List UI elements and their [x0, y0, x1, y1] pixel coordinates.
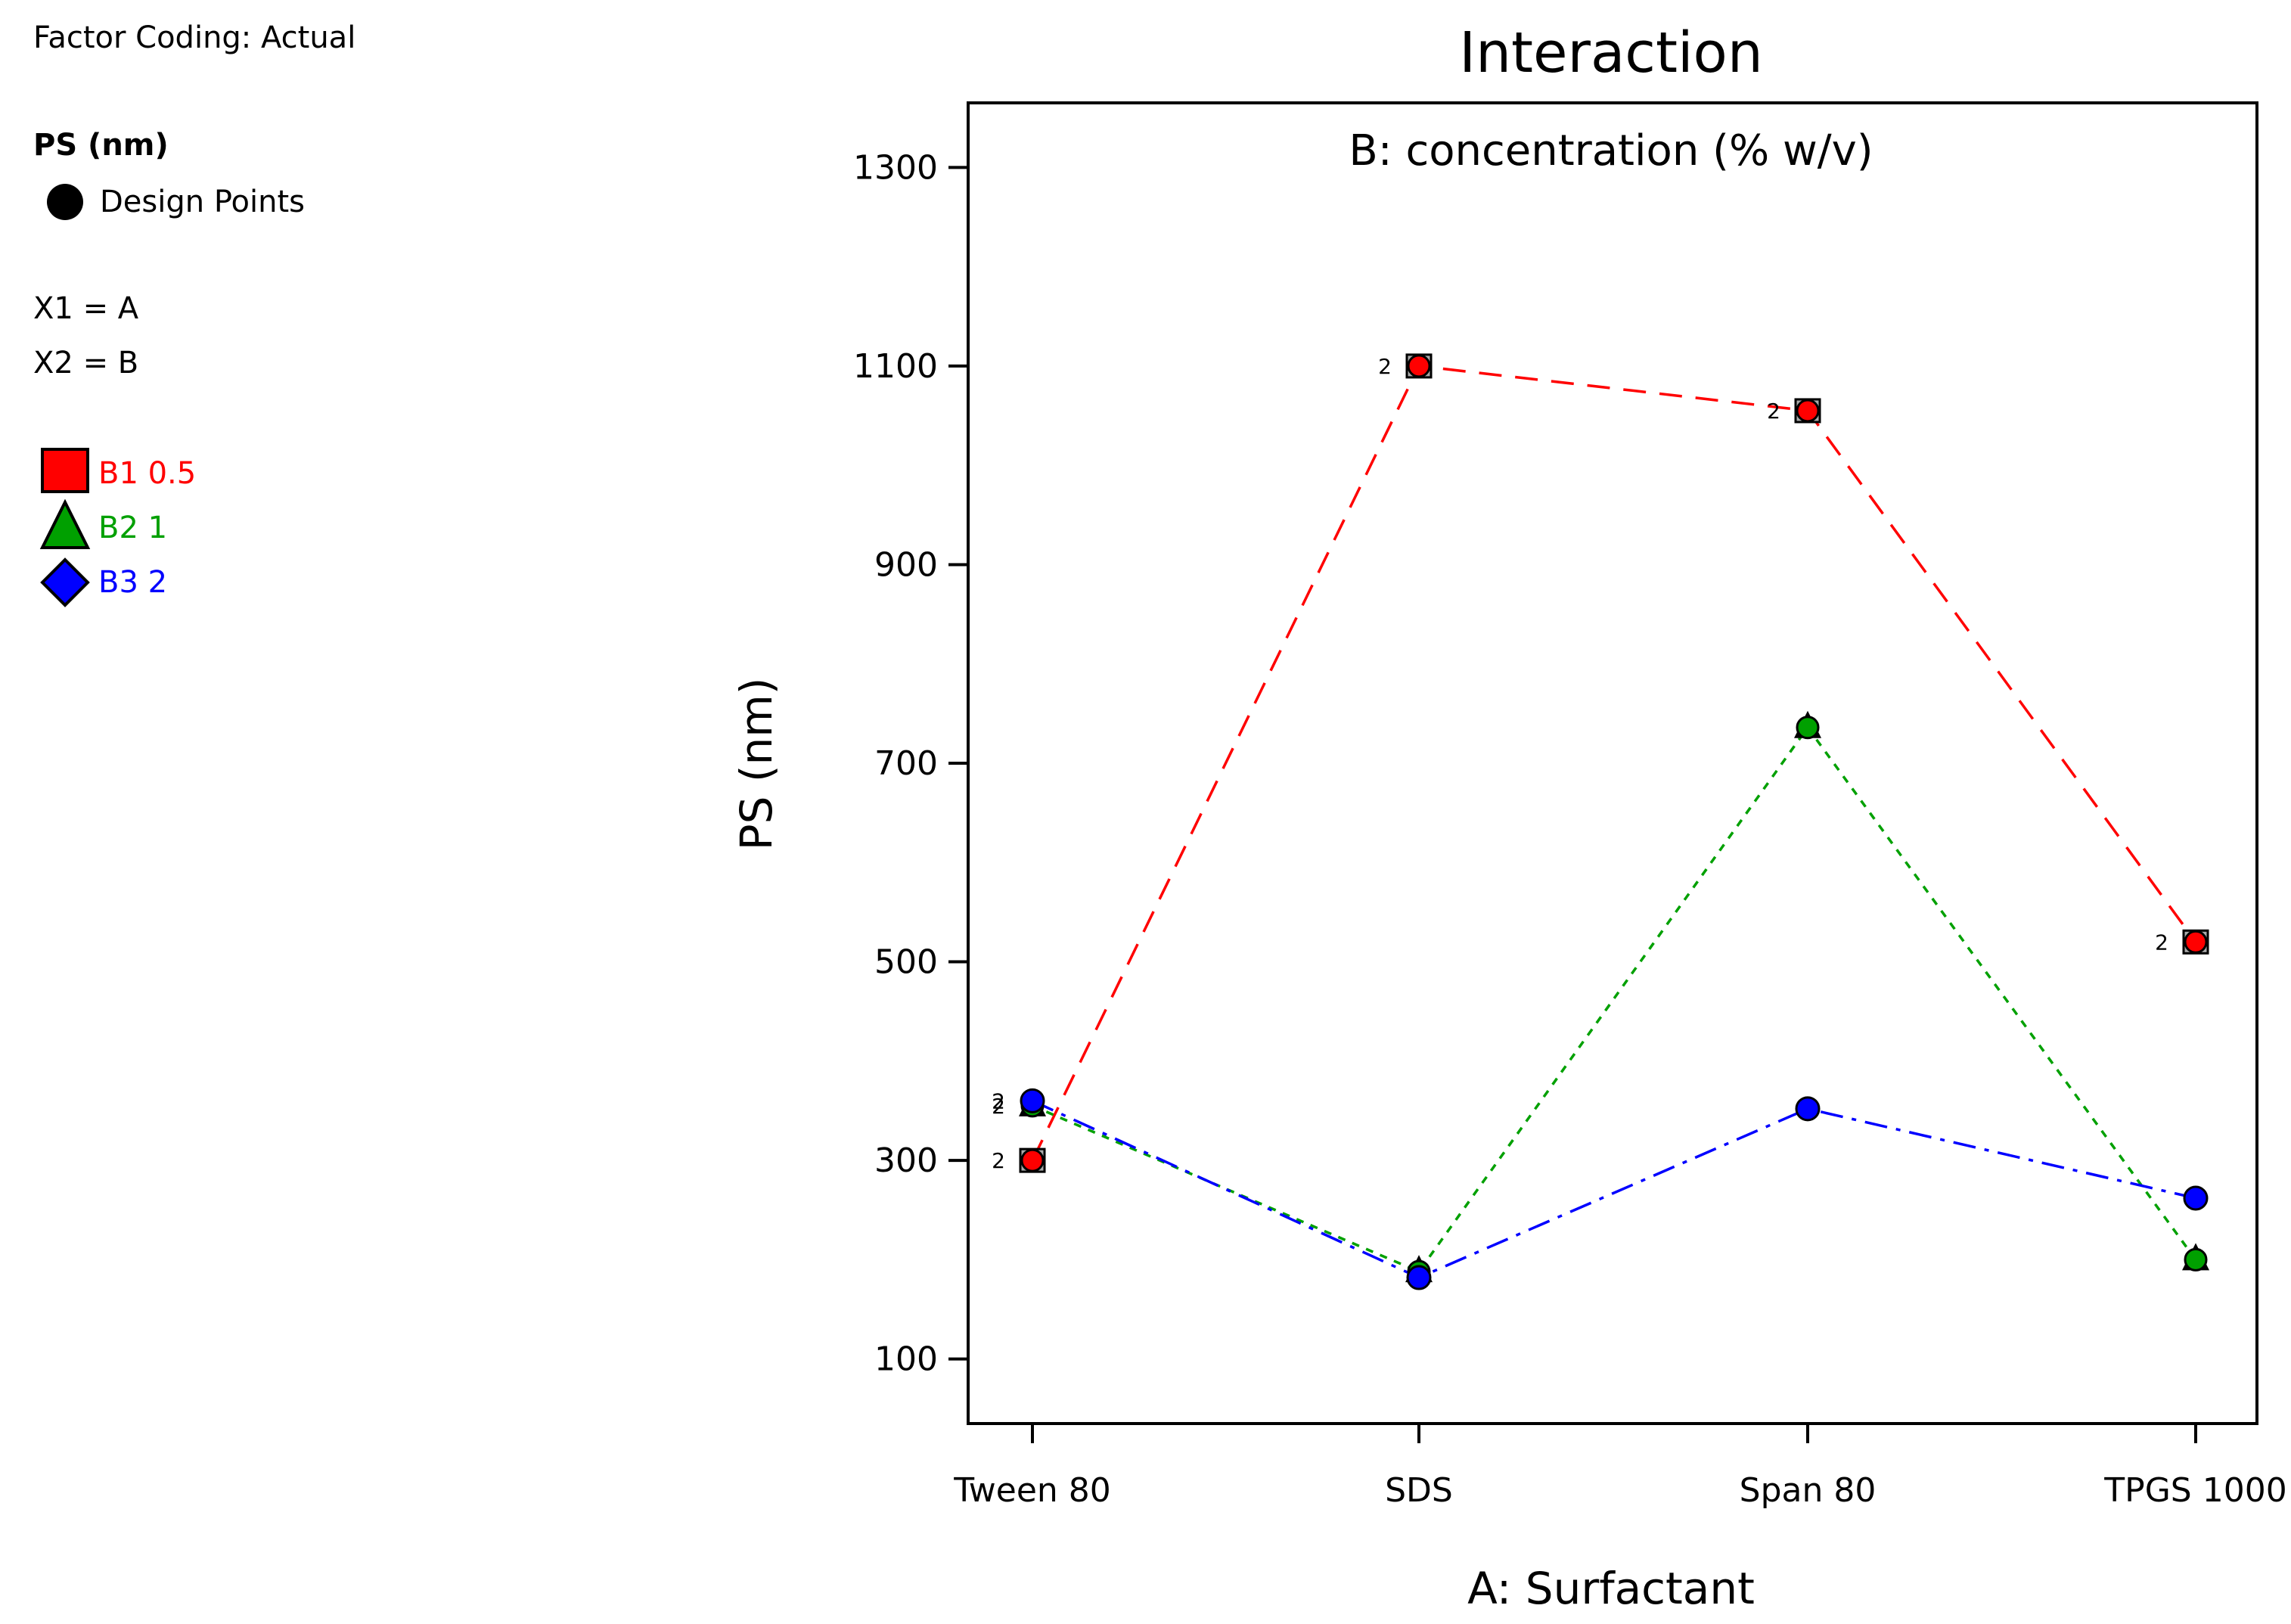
y-axis: 100 300 500 700 900 1100 1300 [853, 148, 968, 1379]
y-tick-label: 100 [874, 1340, 938, 1379]
data-point-b3 [2183, 1185, 2209, 1211]
legend-panel: Factor Coding: Actual PS (nm) Design Poi… [0, 0, 681, 681]
y-tick-label: 1100 [853, 347, 938, 386]
legend-b2-label: B2 1 [98, 511, 168, 545]
series-lines [1031, 365, 2197, 1279]
legend-triangle-icon [39, 499, 91, 549]
data-point-b1 [1796, 399, 1820, 423]
data-point-b2 [1796, 716, 1820, 740]
design-points-label: Design Points [100, 185, 305, 219]
x-tick-label: TPGS 1000 [2103, 1471, 2286, 1510]
data-point-b3 [1020, 1088, 1045, 1113]
legend-diamond-icon [40, 557, 90, 607]
y-tick-label: 300 [874, 1141, 938, 1180]
data-point-b1 [1020, 1148, 1045, 1172]
point-count-label: 2 [992, 1088, 1005, 1113]
point-count-label: 2 [2155, 930, 2168, 955]
data-point-b1 [2184, 930, 2208, 954]
x-tick-label: SDS [1385, 1471, 1453, 1510]
legend-b1-label: B1 0.5 [98, 456, 197, 491]
y-axis-label: PS (nm) [731, 678, 782, 851]
series-points [1019, 353, 2209, 1290]
point-count-label: 2 [1767, 399, 1780, 424]
x-tick-label: Tween 80 [953, 1471, 1111, 1510]
data-point-b3 [1795, 1096, 1821, 1122]
y-tick-label: 700 [874, 744, 938, 783]
point-count-label: 2 [992, 1094, 1005, 1119]
series-line-3 [1032, 1099, 2196, 1279]
chart-title: Interaction [1459, 20, 1762, 85]
data-point-b3 [1406, 1265, 1432, 1290]
chart-subtitle: B: concentration (% w/v) [1349, 126, 1873, 175]
series-line-1 [1031, 365, 2197, 1161]
x2-label: X2 = B [33, 346, 139, 380]
x-axis-label: A: Surfactant [1467, 1563, 1755, 1614]
x1-label: X1 = A [33, 291, 139, 326]
response-label: PS (nm) [33, 128, 169, 163]
point-count-label: 2 [992, 1148, 1005, 1173]
data-point-b2 [2184, 1247, 2208, 1272]
factor-coding-label: Factor Coding: Actual [33, 20, 356, 55]
series-line-2 [1032, 725, 2197, 1274]
design-points-icon [47, 184, 83, 220]
data-point-b1 [1407, 354, 1431, 378]
legend-b3-label: B3 2 [98, 565, 168, 600]
x-tick-label: Span 80 [1740, 1471, 1877, 1510]
y-tick-label: 1300 [853, 148, 938, 187]
point-count-label: 2 [1378, 354, 1392, 379]
y-tick-label: 900 [874, 545, 938, 584]
legend-square-icon [41, 448, 89, 493]
y-tick-label: 500 [874, 943, 938, 982]
x-axis: Tween 80 SDS Span 80 TPGS 1000 [953, 1424, 2287, 1510]
